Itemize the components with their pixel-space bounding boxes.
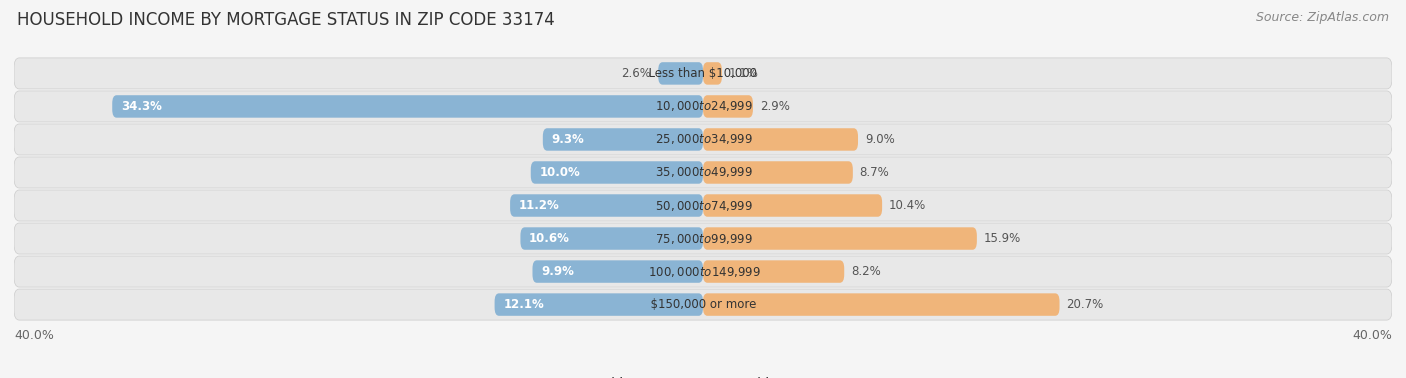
FancyBboxPatch shape [703,62,721,85]
FancyBboxPatch shape [14,256,1392,287]
FancyBboxPatch shape [510,194,703,217]
Text: $35,000 to $49,999: $35,000 to $49,999 [648,166,758,180]
Text: $100,000 to $149,999: $100,000 to $149,999 [641,265,765,279]
Text: Source: ZipAtlas.com: Source: ZipAtlas.com [1256,11,1389,24]
Text: 9.3%: 9.3% [551,133,583,146]
Text: 9.9%: 9.9% [541,265,574,278]
FancyBboxPatch shape [703,260,844,283]
FancyBboxPatch shape [703,95,754,118]
Text: 40.0%: 40.0% [1353,329,1392,342]
Text: 2.6%: 2.6% [621,67,651,80]
Text: 15.9%: 15.9% [984,232,1021,245]
FancyBboxPatch shape [14,124,1392,155]
FancyBboxPatch shape [14,289,1392,320]
Text: 1.1%: 1.1% [728,67,759,80]
FancyBboxPatch shape [14,190,1392,221]
Text: 11.2%: 11.2% [519,199,560,212]
FancyBboxPatch shape [14,91,1392,122]
Text: 10.6%: 10.6% [529,232,569,245]
Text: $150,000 or more: $150,000 or more [643,298,763,311]
FancyBboxPatch shape [703,227,977,250]
Text: 8.2%: 8.2% [851,265,882,278]
FancyBboxPatch shape [495,293,703,316]
FancyBboxPatch shape [14,58,1392,89]
FancyBboxPatch shape [658,62,703,85]
Text: $50,000 to $74,999: $50,000 to $74,999 [648,198,758,212]
Text: 12.1%: 12.1% [503,298,544,311]
FancyBboxPatch shape [112,95,703,118]
FancyBboxPatch shape [533,260,703,283]
Text: 34.3%: 34.3% [121,100,162,113]
FancyBboxPatch shape [703,161,853,184]
Text: $10,000 to $24,999: $10,000 to $24,999 [648,99,758,113]
FancyBboxPatch shape [14,157,1392,188]
Text: 40.0%: 40.0% [14,329,53,342]
Legend: Without Mortgage, With Mortgage: Without Mortgage, With Mortgage [574,377,832,378]
Text: 10.4%: 10.4% [889,199,927,212]
Text: Less than $10,000: Less than $10,000 [641,67,765,80]
FancyBboxPatch shape [531,161,703,184]
Text: 2.9%: 2.9% [759,100,790,113]
Text: $75,000 to $99,999: $75,000 to $99,999 [648,232,758,246]
FancyBboxPatch shape [703,128,858,151]
Text: HOUSEHOLD INCOME BY MORTGAGE STATUS IN ZIP CODE 33174: HOUSEHOLD INCOME BY MORTGAGE STATUS IN Z… [17,11,554,29]
Text: 20.7%: 20.7% [1066,298,1104,311]
Text: 10.0%: 10.0% [540,166,581,179]
Text: $25,000 to $34,999: $25,000 to $34,999 [648,132,758,146]
FancyBboxPatch shape [703,293,1060,316]
Text: 8.7%: 8.7% [859,166,890,179]
Text: 9.0%: 9.0% [865,133,894,146]
FancyBboxPatch shape [14,223,1392,254]
FancyBboxPatch shape [543,128,703,151]
FancyBboxPatch shape [703,194,882,217]
FancyBboxPatch shape [520,227,703,250]
